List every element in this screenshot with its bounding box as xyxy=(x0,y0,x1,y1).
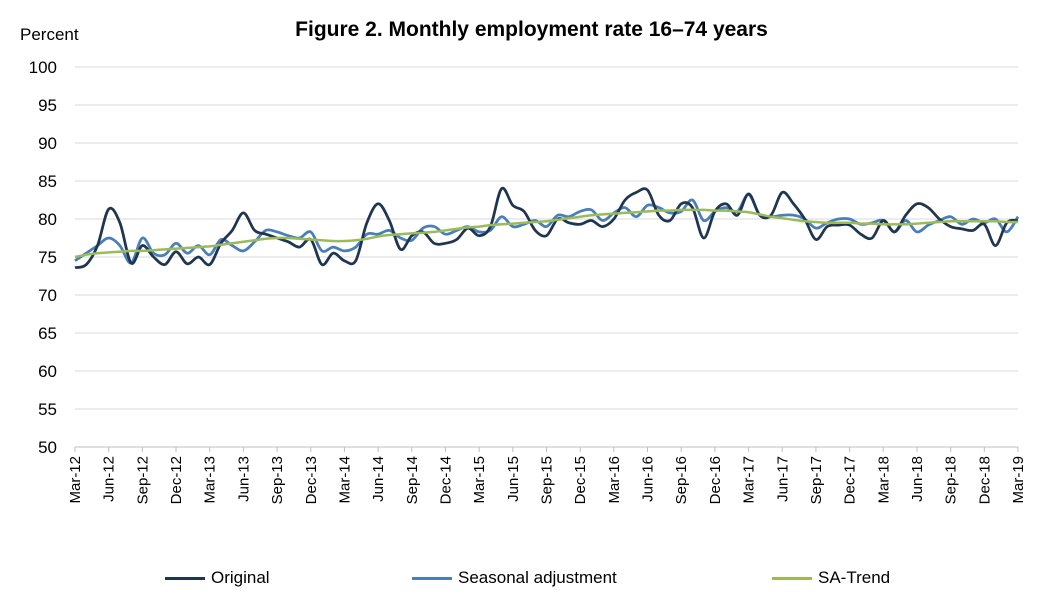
x-tick-label: Jun-18 xyxy=(909,456,926,502)
x-tick-label: Mar-12 xyxy=(67,456,84,504)
x-tick-label: Sep-12 xyxy=(134,456,151,504)
x-tick-label: Mar-19 xyxy=(1010,456,1027,504)
y-tick-label: 75 xyxy=(38,248,57,267)
legend-item-original: Original xyxy=(165,568,270,588)
y-tick-label: 50 xyxy=(38,438,57,457)
legend-label: SA-Trend xyxy=(818,568,891,587)
gridlines xyxy=(75,66,1018,448)
y-tick-label: 80 xyxy=(38,210,57,229)
series-line-original xyxy=(74,186,1019,269)
chart-title: Figure 2. Monthly employment rate 16–74 … xyxy=(295,18,768,41)
y-tick-label: 70 xyxy=(38,286,57,305)
x-tick-label: Sep-13 xyxy=(269,456,286,504)
y-axis-unit-label: Percent xyxy=(20,25,79,44)
x-tick-label: Sep-15 xyxy=(539,456,556,504)
x-tick-label: Jun-15 xyxy=(505,456,522,502)
x-axis-ticks: Mar-12 Jun-12 Sep-12 Dec-12 Mar-13 Jun-13 Sep-… xyxy=(67,447,1027,504)
line-chart: 50 55 60 65 70 75 80 85 90 95 100 Mar-12 Jun-12 Sep-… xyxy=(29,58,1027,504)
x-tick-label: Sep-17 xyxy=(808,456,825,504)
y-tick-label: 60 xyxy=(38,362,57,381)
legend-item-sa-trend: SA-Trend xyxy=(772,568,890,588)
y-tick-label: 85 xyxy=(38,172,57,191)
x-tick-label: Dec-16 xyxy=(707,456,724,504)
legend-swatch xyxy=(772,576,812,580)
y-axis-ticks: 50 55 60 65 70 75 80 85 90 95 100 xyxy=(29,58,57,457)
x-tick-label: Jun-14 xyxy=(370,456,387,502)
x-tick-label: Jun-17 xyxy=(774,456,791,502)
legend-label: Seasonal adjustment xyxy=(458,568,617,587)
x-tick-label: Sep-14 xyxy=(404,456,421,504)
x-tick-label: Mar-15 xyxy=(471,456,488,504)
y-tick-label: 55 xyxy=(38,400,57,419)
series-lines xyxy=(74,186,1020,269)
x-tick-label: Jun-13 xyxy=(235,456,252,502)
x-tick-label: Dec-18 xyxy=(976,456,993,504)
legend-item-seasonal-adjustment: Seasonal adjustment xyxy=(412,568,617,588)
x-tick-label: Dec-17 xyxy=(842,456,859,504)
x-tick-label: Mar-14 xyxy=(336,456,353,504)
x-tick-label: Dec-15 xyxy=(572,456,589,504)
x-tick-label: Dec-13 xyxy=(303,456,320,504)
legend-label: Original xyxy=(211,568,270,587)
legend: Original Seasonal adjustment SA-Trend xyxy=(0,568,1063,594)
x-tick-label: Jun-16 xyxy=(640,456,657,502)
x-tick-label: Mar-16 xyxy=(606,456,623,504)
y-tick-label: 65 xyxy=(38,324,57,343)
x-tick-label: Jun-12 xyxy=(101,456,118,502)
x-tick-label: Dec-12 xyxy=(168,456,185,504)
y-tick-label: 90 xyxy=(38,134,57,153)
x-tick-label: Dec-14 xyxy=(437,456,454,504)
x-tick-label: Sep-16 xyxy=(673,456,690,504)
x-tick-label: Mar-13 xyxy=(202,456,219,504)
x-tick-label: Mar-18 xyxy=(875,456,892,504)
x-tick-label: Mar-17 xyxy=(741,456,758,504)
legend-swatch xyxy=(412,576,452,580)
legend-swatch xyxy=(165,576,205,580)
y-tick-label: 100 xyxy=(29,58,57,77)
series-line-sa-trend xyxy=(74,208,1019,259)
x-tick-label: Sep-18 xyxy=(943,456,960,504)
y-tick-label: 95 xyxy=(38,96,57,115)
